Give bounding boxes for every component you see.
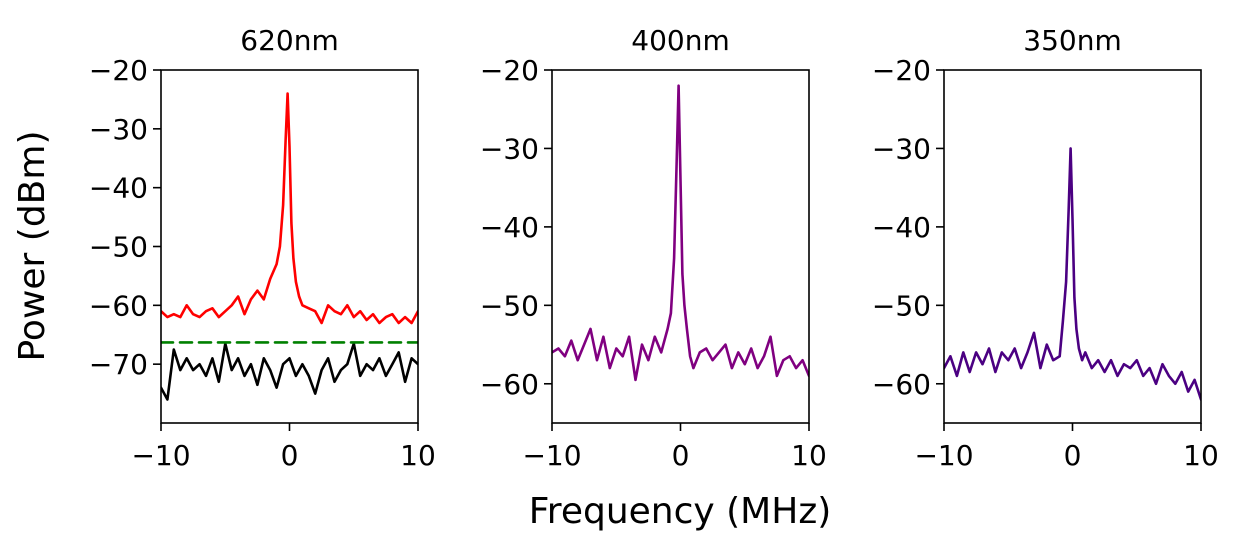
panel-350nm: 350nm −10 0 10 −20 −30 −40 −50 −60 [872,24,1219,472]
panel-400nm-ytick-label: −40 [480,211,539,244]
panel-620nm: 620nm −10 0 10 −20 −30 −40 −50 −60 −70 [89,24,436,472]
panel-350nm-xtick-label: 10 [1183,439,1219,472]
panel-620nm-ytick-label: −30 [89,113,148,146]
panel-620nm-ytick-label: −40 [89,172,148,205]
panel-400nm-xtick-label: 0 [672,439,690,472]
panel-400nm-xtick-label: −10 [522,439,581,472]
panel-350nm-xtick-label: −10 [914,439,973,472]
panel-620nm-ticks: −10 0 10 −20 −30 −40 −50 −60 −70 [89,54,436,472]
panel-350nm-ytick-label: −20 [872,54,931,87]
panel-350nm-title: 350nm [1023,24,1121,57]
panel-350nm-series [944,147,1201,401]
panel-620nm-ytick-label: −50 [89,231,148,264]
panel-620nm-ytick-label: −70 [89,348,148,381]
panel-350nm-ytick-label: −50 [872,289,931,322]
panel-620nm-xtick-label: −10 [131,439,190,472]
panel-620nm-title: 620nm [240,24,338,57]
panel-620nm-series [161,92,418,401]
panel-620nm-series-noise-floor [161,342,418,401]
panel-400nm-xtick-label: 10 [791,439,827,472]
panel-620nm-xtick-label: 0 [281,439,299,472]
panel-400nm-ticks: −10 0 10 −20 −30 −40 −50 −60 [480,54,827,472]
panel-400nm-series-signal [552,84,809,382]
panel-350nm-ytick-label: −60 [872,368,931,401]
panel-350nm-ticks: −10 0 10 −20 −30 −40 −50 −60 [872,54,1219,472]
panel-620nm-series-signal [161,92,418,325]
panel-350nm-ytick-label: −30 [872,132,931,165]
panel-620nm-xtick-label: 10 [400,439,436,472]
panel-400nm-ytick-label: −20 [480,54,539,87]
panel-400nm: 400nm −10 0 10 −20 −30 −40 −50 −60 [480,24,827,472]
panel-400nm-ytick-label: −30 [480,132,539,165]
y-axis-label: Power (dBm) [12,131,53,362]
panel-350nm-xtick-label: 0 [1064,439,1082,472]
x-axis-label: Frequency (MHz) [529,491,832,532]
panel-400nm-ytick-label: −60 [480,368,539,401]
panel-400nm-ytick-label: −50 [480,289,539,322]
panel-350nm-ytick-label: −40 [872,211,931,244]
panel-620nm-ytick-label: −20 [89,54,148,87]
panel-350nm-series-signal [944,147,1201,401]
panel-620nm-ytick-label: −60 [89,289,148,322]
panel-400nm-title: 400nm [631,24,729,57]
panel-400nm-series [552,84,809,382]
